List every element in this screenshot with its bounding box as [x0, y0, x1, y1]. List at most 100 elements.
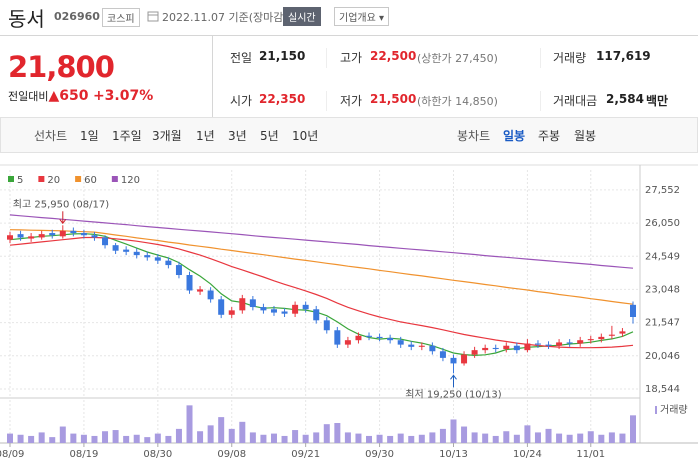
x-tick-label: 10/24: [513, 449, 542, 460]
annotation-arrow: [59, 218, 67, 225]
volume-bar: [197, 431, 204, 443]
volume-bar: [461, 426, 468, 443]
calendar-icon: [147, 11, 159, 22]
candle-body: [587, 339, 594, 341]
stat-note: (상한가 27,450): [417, 52, 498, 65]
stat-label: 전일: [230, 51, 253, 65]
stat-label: 저가: [340, 94, 363, 108]
candle-body: [482, 347, 489, 351]
stock-name: 동서: [8, 7, 45, 31]
volume-bar: [492, 435, 499, 443]
volume-bar: [313, 432, 320, 443]
ma-line: [9, 214, 634, 269]
volume-bar: [366, 435, 373, 443]
divider: [326, 91, 327, 111]
ma-line: [9, 236, 634, 349]
volume-bar: [355, 433, 362, 443]
candle-body: [387, 337, 394, 341]
volume-bar: [38, 432, 45, 443]
change-value: 650: [59, 88, 89, 104]
x-tick-label: 10/13: [439, 449, 468, 460]
stat-unit: 백만: [646, 94, 669, 108]
tab[interactable]: 1년: [196, 129, 215, 143]
candle-body: [17, 234, 24, 238]
y-tick-label: 18,544: [645, 384, 680, 395]
candle-body: [545, 344, 552, 346]
stat-label: 거래량: [553, 51, 587, 65]
volume-bar: [323, 424, 330, 443]
tab[interactable]: 주봉: [538, 129, 561, 143]
tab-label: 선차트: [34, 129, 68, 143]
candle-body: [186, 275, 193, 291]
volume-bar: [630, 415, 636, 443]
candle-body: [197, 289, 204, 292]
candle-body: [429, 345, 436, 352]
volume-bar: [218, 417, 225, 443]
volume-bar: [397, 433, 404, 443]
tab[interactable]: 1주일: [112, 129, 142, 143]
tab[interactable]: 3개월: [152, 129, 182, 143]
tab[interactable]: 10년: [292, 129, 319, 143]
volume-bar: [154, 433, 161, 443]
stat-value: 117,619: [596, 49, 651, 63]
annotation-arrow: [450, 374, 457, 380]
volume-bar: [228, 428, 235, 443]
volume-bar: [91, 435, 98, 443]
candle-body: [49, 233, 56, 236]
tab[interactable]: 일봉: [503, 129, 526, 143]
volume-bar: [534, 432, 541, 443]
divider: [540, 91, 541, 111]
candle-body: [334, 330, 341, 345]
candle-body: [249, 299, 256, 308]
candle-body: [566, 342, 573, 344]
volume-bar: [503, 431, 510, 443]
candle-body: [218, 299, 225, 315]
candle-body: [7, 235, 13, 240]
candle-body: [59, 230, 66, 237]
volume-bar: [17, 434, 24, 443]
divider: [326, 48, 327, 68]
candle-body: [133, 251, 140, 256]
stat-value: 21,500: [370, 92, 417, 106]
candle-body: [355, 335, 362, 341]
volume-bar: [524, 425, 531, 443]
candle-body: [534, 343, 541, 345]
y-tick-label: 27,552: [645, 185, 680, 196]
volume-bar: [260, 434, 267, 443]
divider: [0, 35, 698, 36]
company-label: 기업개요: [339, 13, 376, 24]
tab[interactable]: 3년: [228, 129, 247, 143]
volume-bar: [165, 435, 172, 443]
tab[interactable]: 5년: [260, 129, 279, 143]
candle-body: [366, 335, 373, 337]
company-button[interactable]: 기업개요 ▾: [334, 7, 390, 26]
x-tick-label: 08/30: [143, 449, 172, 460]
candle-body: [577, 340, 584, 344]
volume-bar: [608, 432, 615, 443]
legend-label: 60: [84, 175, 97, 186]
volume-bar: [376, 434, 383, 443]
realtime-button[interactable]: 실시간: [283, 7, 321, 26]
volume-bar: [102, 431, 109, 443]
ma-line: [9, 229, 634, 305]
volume-bar: [249, 432, 256, 443]
volume-bar: [28, 435, 35, 443]
legend-swatch: [75, 176, 82, 182]
stat-value: 22,350: [259, 92, 306, 106]
candle-body: [144, 255, 151, 258]
stat-value: 22,500: [370, 49, 417, 63]
candle-body: [397, 340, 404, 345]
volume-bar: [387, 435, 394, 443]
volume-bar: [112, 430, 119, 443]
tab[interactable]: 월봉: [574, 129, 597, 143]
tab[interactable]: 1일: [80, 129, 99, 143]
y-tick-label: 21,547: [645, 318, 680, 329]
volume-bar: [59, 426, 66, 443]
volume-bar: [587, 431, 594, 443]
volume-bar: [7, 433, 13, 443]
candle-body: [619, 331, 626, 334]
candle-body: [154, 257, 161, 261]
divider: [540, 48, 541, 68]
